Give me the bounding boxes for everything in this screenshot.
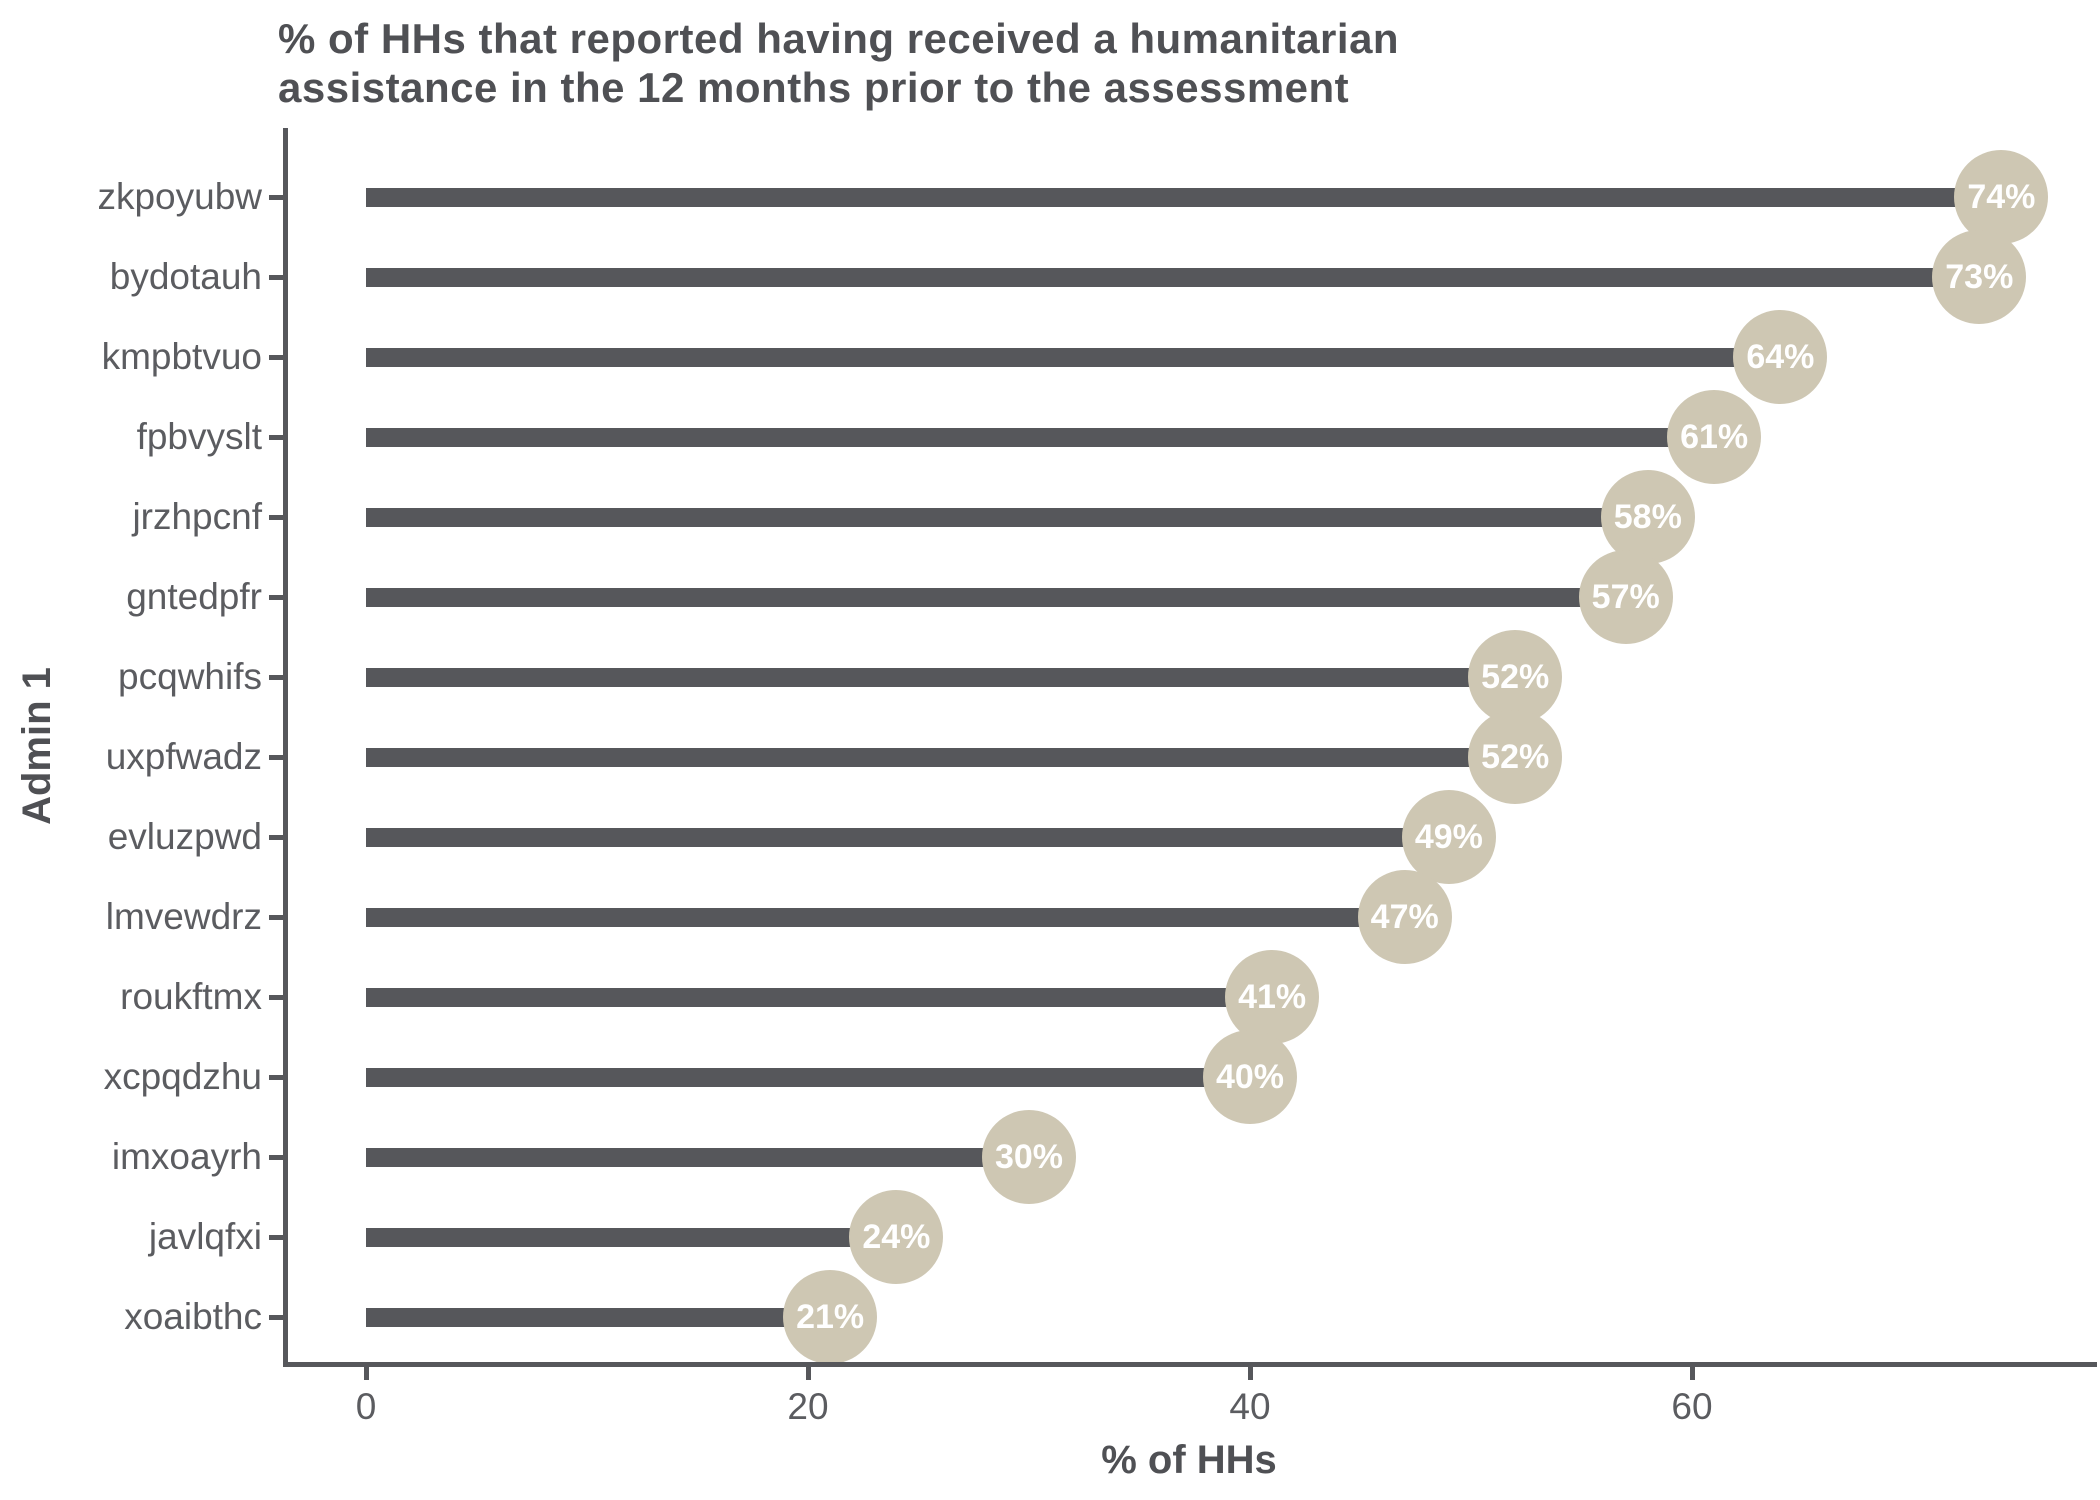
chart-title: % of HHs that reported having received a… (278, 14, 1399, 112)
category-label: evluzpwd (107, 816, 262, 857)
x-axis-line (283, 1362, 2097, 1367)
value-bubble: 74% (1954, 150, 2049, 244)
bar (366, 187, 2002, 207)
x-tick (1248, 1367, 1253, 1380)
x-tick (806, 1367, 811, 1380)
bar (366, 1307, 831, 1327)
category-label: fpbvyslt (136, 416, 262, 457)
value-bubble: 57% (1578, 550, 1673, 644)
value-bubble: 52% (1468, 710, 1563, 804)
chart-title-line-1: % of HHs that reported having received a… (278, 15, 1400, 62)
value-label: 21% (796, 1297, 865, 1336)
category-label: javlqfxi (148, 1216, 262, 1257)
value-label: 58% (1613, 497, 1682, 536)
y-tick (269, 1235, 283, 1240)
y-tick (269, 435, 283, 440)
value-bubble: 52% (1468, 630, 1563, 724)
value-bubble: 49% (1401, 790, 1496, 884)
y-tick (269, 835, 283, 840)
value-label: 73% (1945, 257, 2014, 296)
value-bubble: 64% (1733, 310, 1828, 404)
bar (366, 427, 1715, 447)
value-bubble: 61% (1667, 390, 1762, 484)
category-label: xoaibthc (124, 1296, 262, 1337)
value-bubble: 30% (982, 1110, 1076, 1204)
y-tick (269, 675, 283, 680)
value-label: 49% (1414, 817, 1483, 856)
bar (366, 587, 1626, 607)
category-label: gntedpfr (126, 576, 262, 617)
y-tick (269, 755, 283, 760)
value-bubble: 41% (1225, 950, 1320, 1044)
y-tick (269, 1155, 283, 1160)
chart-title-line-2: assistance in the 12 months prior to the… (278, 64, 1350, 111)
bar (366, 1147, 1029, 1167)
value-label: 24% (862, 1217, 931, 1256)
category-label: jrzhpcnf (132, 496, 262, 537)
y-tick (269, 355, 283, 360)
category-label: lmvewdrz (105, 896, 262, 937)
value-label: 52% (1481, 657, 1550, 696)
y-tick (269, 1075, 283, 1080)
x-axis-title: % of HHs (1101, 1438, 1277, 1482)
value-bubble: 73% (1932, 230, 2027, 324)
category-label: kmpbtvuo (101, 336, 262, 377)
value-bubble: 24% (849, 1190, 944, 1284)
y-tick (269, 1315, 283, 1320)
value-label: 74% (1967, 177, 2036, 216)
bar (366, 1227, 897, 1247)
value-bubble: 40% (1203, 1030, 1297, 1124)
category-label: uxpfwadz (105, 736, 262, 777)
bar (366, 747, 1516, 767)
category-label: roukftmx (120, 976, 262, 1017)
y-tick (269, 515, 283, 520)
value-label: 30% (994, 1137, 1064, 1176)
value-bubble: 58% (1600, 470, 1695, 564)
bar (366, 507, 1648, 527)
category-label: pcqwhifs (118, 656, 262, 697)
bar (366, 347, 1781, 367)
value-label: 52% (1481, 737, 1550, 776)
value-label: 64% (1746, 337, 1815, 376)
y-tick (269, 995, 283, 1000)
value-label: 61% (1680, 417, 1749, 456)
bar (366, 987, 1273, 1007)
x-tick-label: 20 (787, 1386, 829, 1427)
bar (366, 267, 1980, 287)
y-tick (269, 275, 283, 280)
bar (366, 827, 1449, 847)
bar (366, 1067, 1250, 1087)
x-tick-label: 0 (355, 1386, 377, 1427)
value-bubble: 47% (1357, 870, 1452, 964)
value-label: 40% (1215, 1057, 1285, 1096)
y-axis-title: Admin 1 (15, 667, 59, 825)
y-tick (269, 195, 283, 200)
x-tick-label: 60 (1671, 1386, 1713, 1427)
value-label: 41% (1238, 977, 1307, 1016)
y-axis-line (283, 128, 288, 1367)
bar (366, 907, 1405, 927)
value-bubble: 21% (783, 1270, 878, 1364)
y-tick (269, 595, 283, 600)
category-label: imxoayrh (111, 1136, 262, 1177)
value-label: 47% (1370, 897, 1439, 936)
category-label: zkpoyubw (97, 176, 262, 217)
x-tick (1690, 1367, 1695, 1380)
x-tick-label: 40 (1229, 1386, 1271, 1427)
bar (366, 667, 1516, 687)
category-label: bydotauh (109, 256, 262, 297)
value-label: 57% (1591, 577, 1660, 616)
y-tick (269, 915, 283, 920)
x-tick (364, 1367, 369, 1380)
category-label: xcpqdzhu (103, 1056, 262, 1097)
